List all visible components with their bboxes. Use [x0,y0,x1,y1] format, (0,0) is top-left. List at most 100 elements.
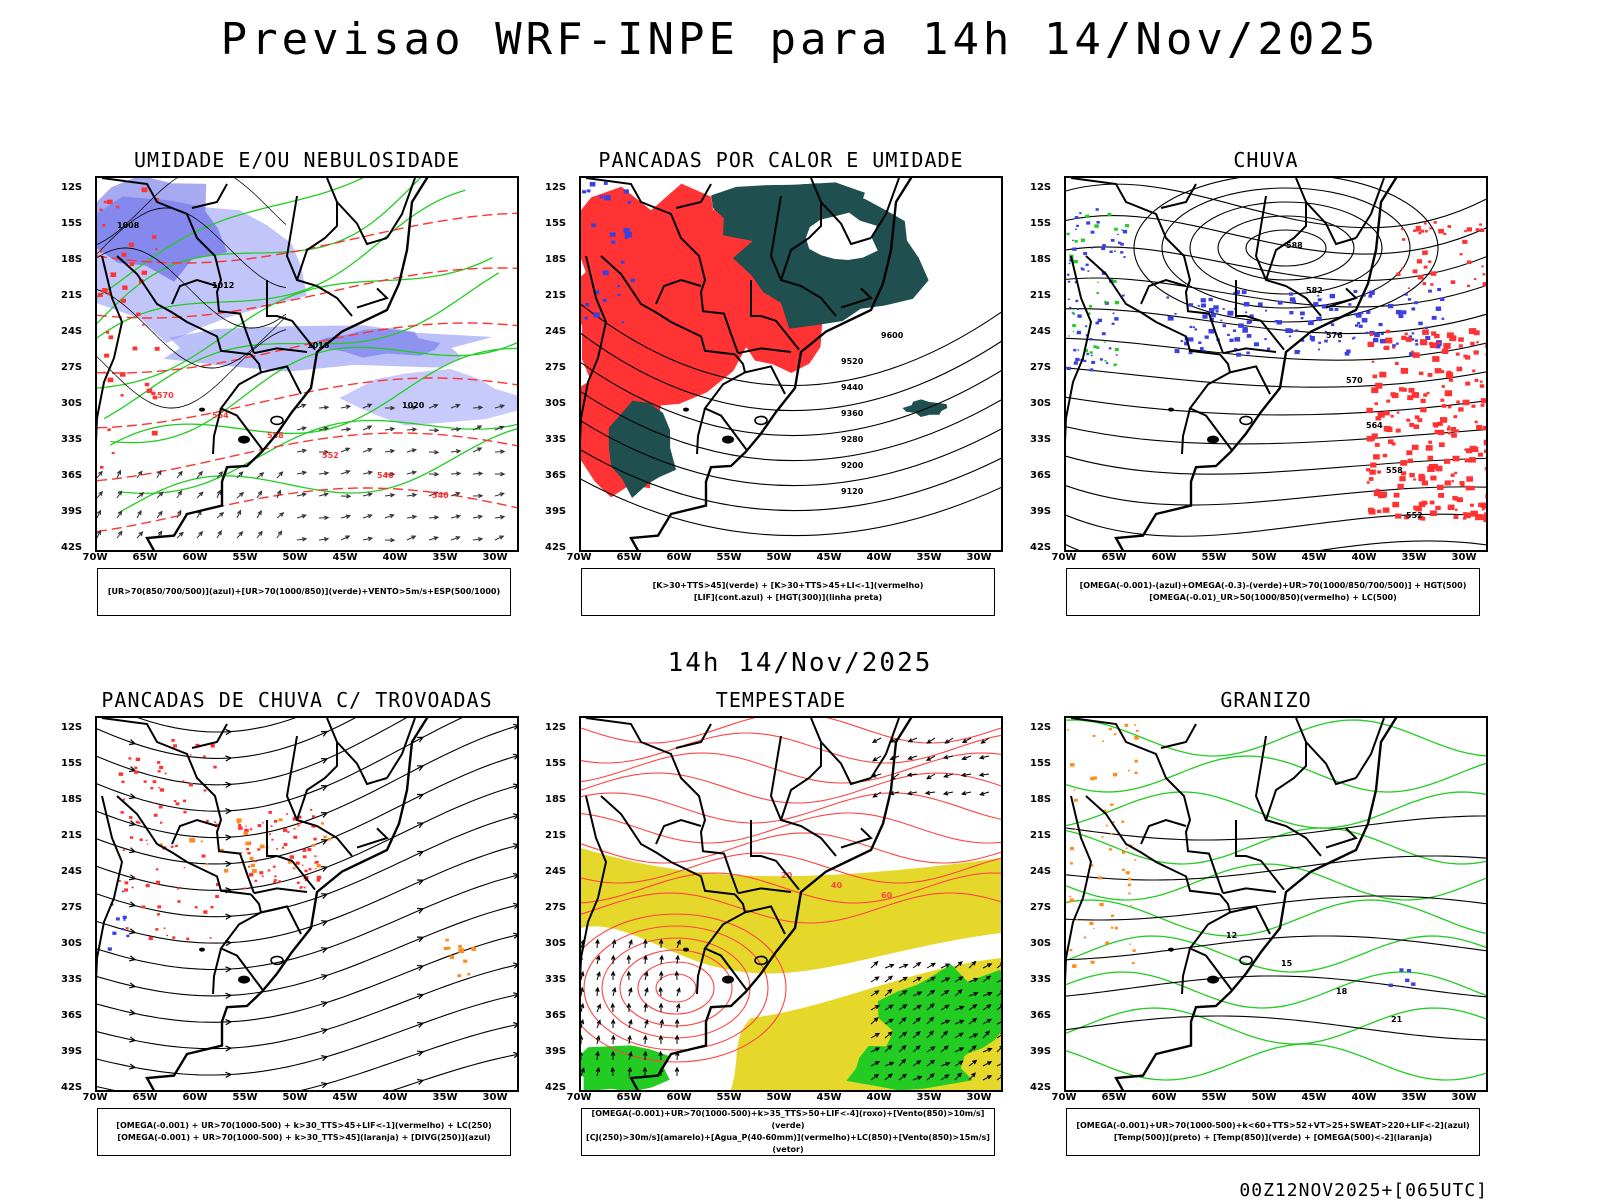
lon-tick-label: 50W [767,552,792,563]
contour-label: 9120 [841,487,864,496]
lon-tick-label: 70W [83,1092,108,1103]
lon-tick-label: 40W [1352,1092,1377,1103]
legend-box: [OMEGA(-0.001)+UR>70(1000-500)+k<60+TTS>… [1066,1108,1480,1156]
legend-line: [OMEGA(-0.001)+UR>70(1000-500)+k<60+TTS>… [1067,1120,1479,1132]
lon-tick-label: 50W [283,552,308,563]
lat-tick-label: 39S [61,1046,82,1057]
legend-line: [UR>70(850/700/500)](azul)+[UR>70(1000/8… [98,586,510,598]
lon-tick-label: 40W [383,552,408,563]
legend-line: [OMEGA(-0.001) + UR>70(1000-500) + k>30_… [98,1132,510,1144]
lat-tick-label: 15S [1030,758,1051,769]
lon-tick-label: 30W [1452,552,1477,563]
lat-tick-label: 42S [61,542,82,553]
panel-title: CHUVA [1026,148,1506,172]
lat-tick-label: 39S [61,506,82,517]
panel-title: PANCADAS POR CALOR E UMIDADE [541,148,1021,172]
map-plot [95,716,519,1092]
lat-tick-label: 27S [1030,362,1051,373]
lon-tick-label: 60W [667,552,692,563]
lat-tick-label: 21S [61,290,82,301]
lat-tick-label: 42S [1030,542,1051,553]
contour-label: 1020 [402,401,425,410]
lon-tick-label: 70W [567,552,592,563]
lat-tick-label: 27S [61,902,82,913]
lat-tick-label: 24S [545,866,566,877]
panel-title: TEMPESTADE [541,688,1021,712]
lon-tick-label: 55W [233,552,258,563]
contour-label: 540 [432,491,449,500]
lon-tick-label: 35W [433,1092,458,1103]
lon-tick-label: 65W [617,552,642,563]
lon-tick-label: 50W [767,1092,792,1103]
lon-tick-label: 40W [867,552,892,563]
legend-line: [LIF](cont.azul) + [HGT(300)](linha pret… [582,592,994,604]
lat-tick-label: 27S [1030,902,1051,913]
lon-tick-label: 45W [1302,1092,1327,1103]
lon-tick-label: 30W [1452,1092,1477,1103]
lon-tick-label: 35W [917,552,942,563]
contour-label: 564 [1366,421,1383,430]
lon-tick-label: 45W [333,552,358,563]
contour-label: 9360 [841,409,864,418]
contour-label: 582 [1306,286,1323,295]
legend-box: [UR>70(850/700/500)](azul)+[UR>70(1000/8… [97,568,511,616]
contour-label: 9280 [841,435,864,444]
lon-tick-label: 35W [1402,552,1427,563]
lat-tick-label: 42S [545,1082,566,1093]
contour-label: 576 [1326,331,1343,340]
legend-box: [OMEGA(-0.001)-(azul)+OMEGA(-0.3)-(verde… [1066,568,1480,616]
lat-tick-label: 18S [1030,254,1051,265]
contour-label: 9600 [881,331,904,340]
legend-line: [OMEGA(-0.001)+UR>70(1000-500)+k>35_TTS>… [582,1108,994,1132]
lat-tick-label: 42S [61,1082,82,1093]
lon-tick-label: 40W [1352,552,1377,563]
lat-tick-label: 36S [61,1010,82,1021]
contour-label: 9440 [841,383,864,392]
lon-tick-label: 65W [617,1092,642,1103]
lat-tick-label: 36S [545,1010,566,1021]
lon-tick-label: 40W [867,1092,892,1103]
lat-tick-label: 15S [545,218,566,229]
lat-tick-label: 12S [545,182,566,193]
lat-tick-label: 18S [545,794,566,805]
legend-box: [OMEGA(-0.001)+UR>70(1000-500)+k>35_TTS>… [581,1108,995,1156]
lon-tick-label: 60W [183,1092,208,1103]
contour-label: 12 [1226,931,1237,940]
legend-line: [CJ(250)>30m/s](amarelo)+[Agua_P(40-60mm… [582,1132,994,1156]
lat-tick-label: 27S [545,902,566,913]
lon-tick-label: 50W [283,1092,308,1103]
lon-tick-label: 45W [1302,552,1327,563]
map-canvas [97,718,517,1090]
lon-tick-label: 60W [183,552,208,563]
lat-tick-label: 12S [61,182,82,193]
lon-tick-label: 60W [1152,1092,1177,1103]
lat-tick-label: 18S [545,254,566,265]
lat-tick-label: 21S [61,830,82,841]
contour-label: 1008 [117,221,140,230]
lon-tick-label: 70W [83,552,108,563]
main-title: Previsao WRF-INPE para 14h 14/Nov/2025 [0,14,1600,65]
lon-tick-label: 35W [917,1092,942,1103]
contour-label: 546 [377,471,394,480]
lon-tick-label: 65W [133,552,158,563]
lat-tick-label: 21S [1030,290,1051,301]
lon-tick-label: 55W [717,552,742,563]
lon-tick-label: 45W [333,1092,358,1103]
lat-tick-label: 33S [61,974,82,985]
lat-tick-label: 24S [1030,326,1051,337]
lat-tick-label: 15S [61,218,82,229]
lon-tick-label: 70W [567,1092,592,1103]
lon-tick-label: 40W [383,1092,408,1103]
lon-tick-label: 50W [1252,1092,1277,1103]
lat-tick-label: 24S [1030,866,1051,877]
panel-title: UMIDADE E/OU NEBULOSIDADE [57,148,537,172]
